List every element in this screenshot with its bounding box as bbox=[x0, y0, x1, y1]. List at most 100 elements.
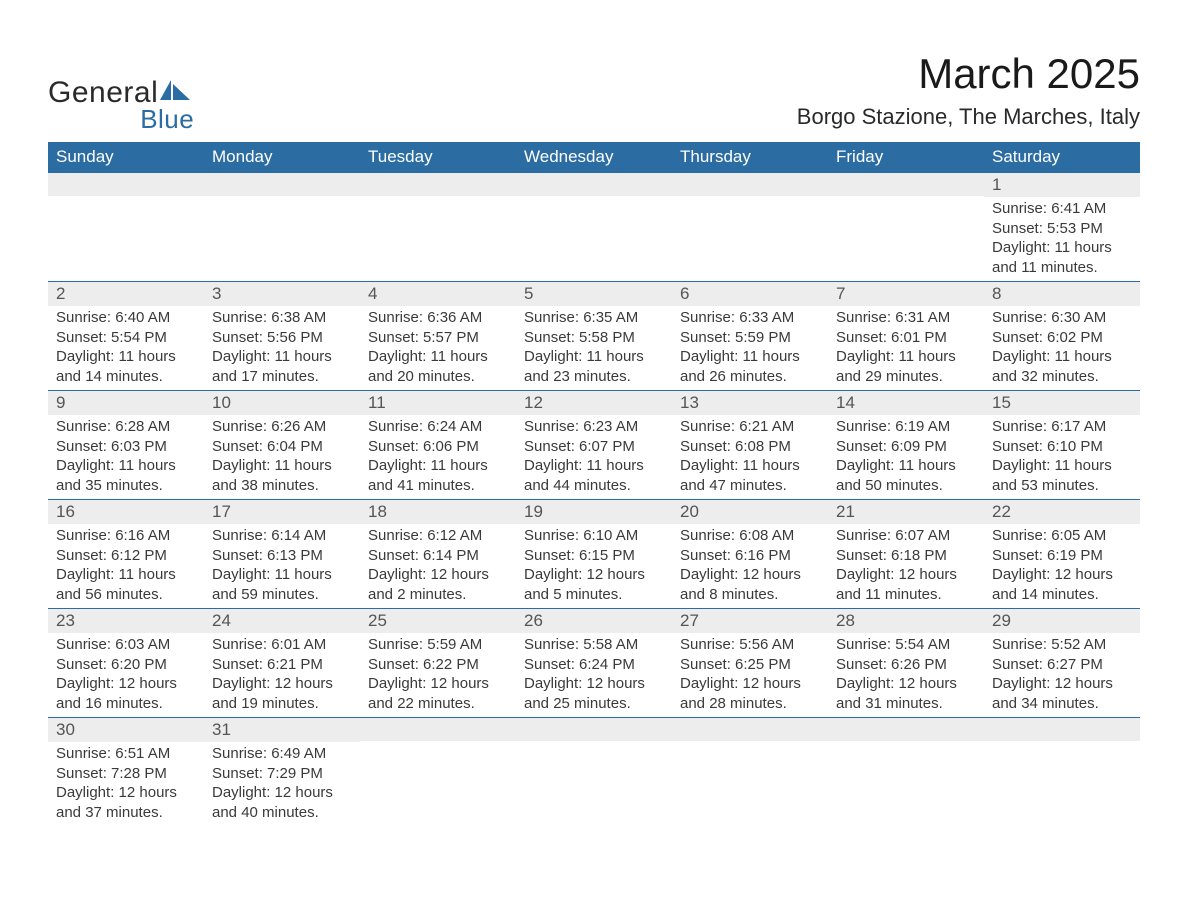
day-number: 26 bbox=[516, 608, 672, 633]
sunset-line: Sunset: 5:54 PM bbox=[56, 328, 196, 348]
day-cell: 12Sunrise: 6:23 AMSunset: 6:07 PMDayligh… bbox=[516, 390, 672, 499]
daylight-line: Daylight: 11 hours and 59 minutes. bbox=[212, 565, 352, 604]
daylight-line: Daylight: 12 hours and 2 minutes. bbox=[368, 565, 508, 604]
day-details: Sunrise: 5:58 AMSunset: 6:24 PMDaylight:… bbox=[516, 633, 672, 717]
day-cell bbox=[48, 172, 204, 281]
day-cell: 15Sunrise: 6:17 AMSunset: 6:10 PMDayligh… bbox=[984, 390, 1140, 499]
daylight-line: Daylight: 11 hours and 29 minutes. bbox=[836, 347, 976, 386]
sunrise-line: Sunrise: 6:38 AM bbox=[212, 308, 352, 328]
daylight-line: Daylight: 12 hours and 40 minutes. bbox=[212, 783, 352, 822]
sunset-line: Sunset: 6:22 PM bbox=[368, 655, 508, 675]
day-number bbox=[828, 172, 984, 196]
daylight-line: Daylight: 12 hours and 14 minutes. bbox=[992, 565, 1132, 604]
day-cell bbox=[204, 172, 360, 281]
sunrise-line: Sunrise: 6:14 AM bbox=[212, 526, 352, 546]
sunrise-line: Sunrise: 6:07 AM bbox=[836, 526, 976, 546]
day-number: 16 bbox=[48, 499, 204, 524]
sunset-line: Sunset: 6:24 PM bbox=[524, 655, 664, 675]
sunrise-line: Sunrise: 6:21 AM bbox=[680, 417, 820, 437]
sunset-line: Sunset: 6:07 PM bbox=[524, 437, 664, 457]
day-cell bbox=[828, 172, 984, 281]
sunset-line: Sunset: 6:01 PM bbox=[836, 328, 976, 348]
daylight-line: Daylight: 12 hours and 11 minutes. bbox=[836, 565, 976, 604]
sunrise-line: Sunrise: 6:33 AM bbox=[680, 308, 820, 328]
sunrise-line: Sunrise: 5:58 AM bbox=[524, 635, 664, 655]
day-cell: 7Sunrise: 6:31 AMSunset: 6:01 PMDaylight… bbox=[828, 281, 984, 390]
day-number: 14 bbox=[828, 390, 984, 415]
daylight-line: Daylight: 12 hours and 16 minutes. bbox=[56, 674, 196, 713]
week-row: 2Sunrise: 6:40 AMSunset: 5:54 PM Daylight… bbox=[48, 281, 1140, 390]
sunset-line: Sunset: 7:29 PM bbox=[212, 764, 352, 784]
day-cell: 2Sunrise: 6:40 AMSunset: 5:54 PMDaylight… bbox=[48, 281, 204, 390]
day-number: 11 bbox=[360, 390, 516, 415]
sunrise-line: Sunrise: 6:41 AM bbox=[992, 199, 1132, 219]
day-number bbox=[360, 717, 516, 741]
day-details: Sunrise: 5:59 AMSunset: 6:22 PMDaylight:… bbox=[360, 633, 516, 717]
day-details: Sunrise: 6:35 AMSunset: 5:58 PMDaylight:… bbox=[516, 306, 672, 390]
day-cell bbox=[516, 717, 672, 826]
day-number: 18 bbox=[360, 499, 516, 524]
day-details: Sunrise: 6:10 AMSunset: 6:15 PMDaylight:… bbox=[516, 524, 672, 608]
weekday-header: Friday bbox=[828, 142, 984, 172]
day-cell: 28Sunrise: 5:54 AMSunset: 6:26 PMDayligh… bbox=[828, 608, 984, 717]
sunset-line: Sunset: 6:25 PM bbox=[680, 655, 820, 675]
sunset-line: Sunset: 6:14 PM bbox=[368, 546, 508, 566]
daylight-line: Daylight: 11 hours and 38 minutes. bbox=[212, 456, 352, 495]
sunrise-line: Sunrise: 6:40 AM bbox=[56, 308, 196, 328]
sunrise-line: Sunrise: 6:23 AM bbox=[524, 417, 664, 437]
day-cell: 8Sunrise: 6:30 AMSunset: 6:02 PMDaylight… bbox=[984, 281, 1140, 390]
day-number: 9 bbox=[48, 390, 204, 415]
logo-text: General Blue bbox=[48, 76, 194, 110]
day-number: 3 bbox=[204, 281, 360, 306]
day-details: Sunrise: 6:26 AMSunset: 6:04 PMDaylight:… bbox=[204, 415, 360, 499]
sunset-line: Sunset: 6:20 PM bbox=[56, 655, 196, 675]
day-cell: 3Sunrise: 6:38 AMSunset: 5:56 PMDaylight… bbox=[204, 281, 360, 390]
day-number: 24 bbox=[204, 608, 360, 633]
day-number bbox=[516, 717, 672, 741]
daylight-line: Daylight: 12 hours and 37 minutes. bbox=[56, 783, 196, 822]
day-number: 28 bbox=[828, 608, 984, 633]
calendar: Sunday Monday Tuesday Wednesday Thursday… bbox=[48, 142, 1140, 826]
sunrise-line: Sunrise: 6:35 AM bbox=[524, 308, 664, 328]
daylight-line: Daylight: 11 hours and 41 minutes. bbox=[368, 456, 508, 495]
day-cell: 27Sunrise: 5:56 AMSunset: 6:25 PMDayligh… bbox=[672, 608, 828, 717]
daylight-line: Daylight: 11 hours and 20 minutes. bbox=[368, 347, 508, 386]
weeks-container: 1Sunrise: 6:41 AMSunset: 5:53 PMDaylight… bbox=[48, 172, 1140, 826]
day-cell bbox=[672, 717, 828, 826]
day-cell bbox=[672, 172, 828, 281]
day-cell: 10Sunrise: 6:26 AMSunset: 6:04 PMDayligh… bbox=[204, 390, 360, 499]
week-row: 23Sunrise: 6:03 AMSunset: 6:20 PMDayligh… bbox=[48, 608, 1140, 717]
day-cell: 13Sunrise: 6:21 AMSunset: 6:08 PMDayligh… bbox=[672, 390, 828, 499]
weekday-header: Thursday bbox=[672, 142, 828, 172]
sunrise-line: Sunrise: 5:52 AM bbox=[992, 635, 1132, 655]
day-number: 25 bbox=[360, 608, 516, 633]
sunrise-line: Sunrise: 6:16 AM bbox=[56, 526, 196, 546]
daylight-line: Daylight: 12 hours and 34 minutes. bbox=[992, 674, 1132, 713]
day-number: 1 bbox=[984, 172, 1140, 197]
day-cell: 14Sunrise: 6:19 AMSunset: 6:09 PMDayligh… bbox=[828, 390, 984, 499]
daylight-line: Daylight: 12 hours and 8 minutes. bbox=[680, 565, 820, 604]
daylight-line: Daylight: 11 hours and 11 minutes. bbox=[992, 238, 1132, 277]
weekday-header: Wednesday bbox=[516, 142, 672, 172]
day-cell bbox=[360, 172, 516, 281]
weekday-header: Monday bbox=[204, 142, 360, 172]
sunrise-line: Sunrise: 6:10 AM bbox=[524, 526, 664, 546]
day-details: Sunrise: 6:24 AMSunset: 6:06 PMDaylight:… bbox=[360, 415, 516, 499]
day-number: 2 bbox=[48, 281, 204, 306]
day-number: 23 bbox=[48, 608, 204, 633]
daylight-line: Daylight: 12 hours and 31 minutes. bbox=[836, 674, 976, 713]
sunset-line: Sunset: 6:16 PM bbox=[680, 546, 820, 566]
day-cell: 24Sunrise: 6:01 AMSunset: 6:21 PMDayligh… bbox=[204, 608, 360, 717]
day-cell: 23Sunrise: 6:03 AMSunset: 6:20 PMDayligh… bbox=[48, 608, 204, 717]
day-cell: 26Sunrise: 5:58 AMSunset: 6:24 PMDayligh… bbox=[516, 608, 672, 717]
day-cell: 25Sunrise: 5:59 AMSunset: 6:22 PMDayligh… bbox=[360, 608, 516, 717]
day-details: Sunrise: 6:12 AMSunset: 6:14 PMDaylight:… bbox=[360, 524, 516, 608]
day-number: 31 bbox=[204, 717, 360, 742]
day-cell: 31Sunrise: 6:49 AMSunset: 7:29 PMDayligh… bbox=[204, 717, 360, 826]
sunset-line: Sunset: 6:06 PM bbox=[368, 437, 508, 457]
week-row: 9Sunrise: 6:28 AMSunset: 6:03 PMDaylight… bbox=[48, 390, 1140, 499]
daylight-line: Daylight: 11 hours and 53 minutes. bbox=[992, 456, 1132, 495]
daylight-line: Daylight: 12 hours and 25 minutes. bbox=[524, 674, 664, 713]
day-cell: 4Sunrise: 6:36 AMSunset: 5:57 PMDaylight… bbox=[360, 281, 516, 390]
sunrise-line: Sunrise: 5:59 AM bbox=[368, 635, 508, 655]
